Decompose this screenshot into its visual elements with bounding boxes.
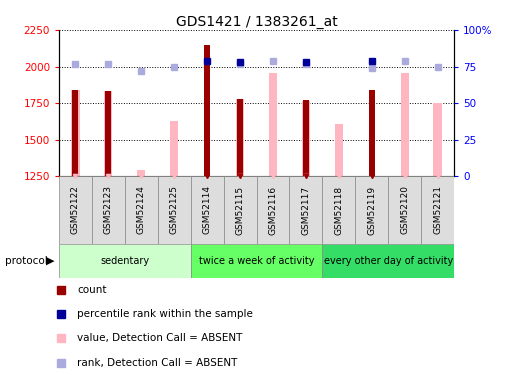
Bar bbox=[105, 91, 111, 176]
Text: GSM52121: GSM52121 bbox=[433, 186, 442, 234]
Bar bbox=[204, 45, 210, 176]
Bar bbox=[125, 176, 158, 244]
Bar bbox=[421, 176, 454, 244]
Text: value, Detection Call = ABSENT: value, Detection Call = ABSENT bbox=[77, 333, 243, 344]
Bar bbox=[355, 176, 388, 244]
Text: GSM52119: GSM52119 bbox=[367, 186, 376, 235]
Bar bbox=[401, 73, 409, 176]
Text: protocol: protocol bbox=[5, 256, 48, 266]
Bar bbox=[59, 244, 191, 278]
Bar bbox=[137, 170, 145, 176]
Bar bbox=[334, 124, 343, 176]
Bar bbox=[269, 73, 277, 176]
Bar bbox=[302, 101, 310, 176]
Bar bbox=[158, 176, 191, 244]
Text: every other day of activity: every other day of activity bbox=[324, 256, 453, 266]
Bar bbox=[322, 176, 355, 244]
Text: GSM52124: GSM52124 bbox=[137, 186, 146, 234]
Text: GSM52125: GSM52125 bbox=[170, 186, 179, 234]
Bar bbox=[92, 176, 125, 244]
Text: GSM52122: GSM52122 bbox=[71, 186, 80, 234]
Bar bbox=[72, 90, 78, 176]
Bar bbox=[59, 176, 92, 244]
Text: GSM52120: GSM52120 bbox=[400, 186, 409, 234]
Text: GSM52123: GSM52123 bbox=[104, 186, 113, 234]
Bar bbox=[256, 176, 289, 244]
Text: GSM52118: GSM52118 bbox=[334, 186, 343, 235]
Text: GSM52117: GSM52117 bbox=[301, 186, 310, 235]
Bar bbox=[170, 121, 179, 176]
Text: count: count bbox=[77, 285, 107, 295]
Bar bbox=[237, 99, 243, 176]
Bar bbox=[191, 244, 322, 278]
Text: twice a week of activity: twice a week of activity bbox=[199, 256, 314, 266]
Bar bbox=[369, 90, 374, 176]
Bar bbox=[236, 99, 244, 176]
Bar bbox=[433, 103, 442, 176]
Text: rank, Detection Call = ABSENT: rank, Detection Call = ABSENT bbox=[77, 358, 238, 368]
Bar bbox=[322, 244, 454, 278]
Text: GSM52116: GSM52116 bbox=[268, 186, 278, 235]
Bar bbox=[303, 100, 309, 176]
Text: percentile rank within the sample: percentile rank within the sample bbox=[77, 309, 253, 319]
Text: GSM52114: GSM52114 bbox=[203, 186, 212, 234]
Bar bbox=[71, 90, 80, 176]
Text: ▶: ▶ bbox=[46, 256, 55, 266]
Text: sedentary: sedentary bbox=[100, 256, 149, 266]
Bar bbox=[289, 176, 322, 244]
Bar bbox=[388, 176, 421, 244]
Bar bbox=[224, 176, 256, 244]
Bar bbox=[104, 91, 112, 176]
Bar bbox=[191, 176, 224, 244]
Text: GSM52115: GSM52115 bbox=[235, 186, 245, 235]
Title: GDS1421 / 1383261_at: GDS1421 / 1383261_at bbox=[175, 15, 338, 29]
